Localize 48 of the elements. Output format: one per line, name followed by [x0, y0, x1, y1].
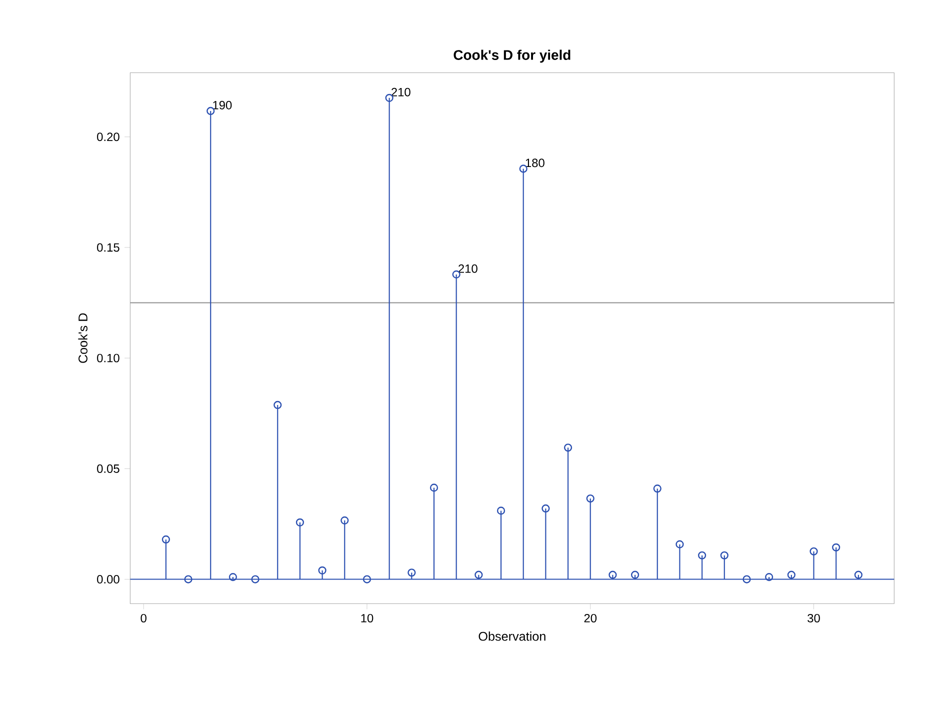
point	[832, 543, 840, 552]
point	[340, 516, 349, 524]
point	[496, 506, 506, 515]
y-tick-label: 0.00	[97, 574, 120, 584]
x-tick-label: 30	[808, 614, 820, 622]
y-axis-title: Cook's D	[78, 313, 88, 363]
point	[318, 566, 326, 574]
point	[810, 547, 818, 556]
point	[452, 270, 460, 278]
point	[430, 484, 438, 492]
point	[385, 94, 394, 102]
point	[720, 551, 728, 560]
point	[608, 570, 617, 579]
chart-title: Cook's D for yield	[454, 50, 570, 63]
point	[206, 106, 215, 115]
point	[296, 518, 304, 526]
point	[564, 444, 572, 452]
annotation: 190	[213, 100, 232, 110]
point	[586, 494, 594, 502]
x-axis-title: Observation	[478, 631, 546, 641]
point	[274, 400, 282, 409]
x-tick-label: 20	[584, 614, 597, 622]
point	[765, 572, 774, 582]
point	[542, 504, 550, 512]
x-tick-label: 10	[361, 614, 374, 622]
point	[519, 164, 528, 173]
point	[854, 570, 862, 579]
annotation: 180	[526, 158, 544, 168]
point	[653, 484, 662, 493]
y-tick-label: 0.15	[97, 243, 120, 252]
point	[228, 572, 238, 582]
point	[676, 540, 684, 548]
y-tick-label: 0.05	[97, 464, 120, 473]
point	[630, 570, 640, 579]
y-tick-label: 0.10	[97, 354, 120, 362]
point	[251, 575, 260, 584]
point	[787, 570, 796, 579]
point	[408, 568, 416, 577]
point	[698, 551, 706, 560]
y-tick-label: 0.20	[97, 132, 120, 142]
point	[184, 575, 192, 584]
annotation: 210	[458, 264, 478, 273]
point	[474, 570, 483, 579]
point	[742, 575, 751, 584]
point	[162, 535, 170, 544]
point	[362, 575, 372, 584]
x-tick-label: 0	[140, 614, 146, 622]
annotation: 210	[392, 88, 410, 96]
